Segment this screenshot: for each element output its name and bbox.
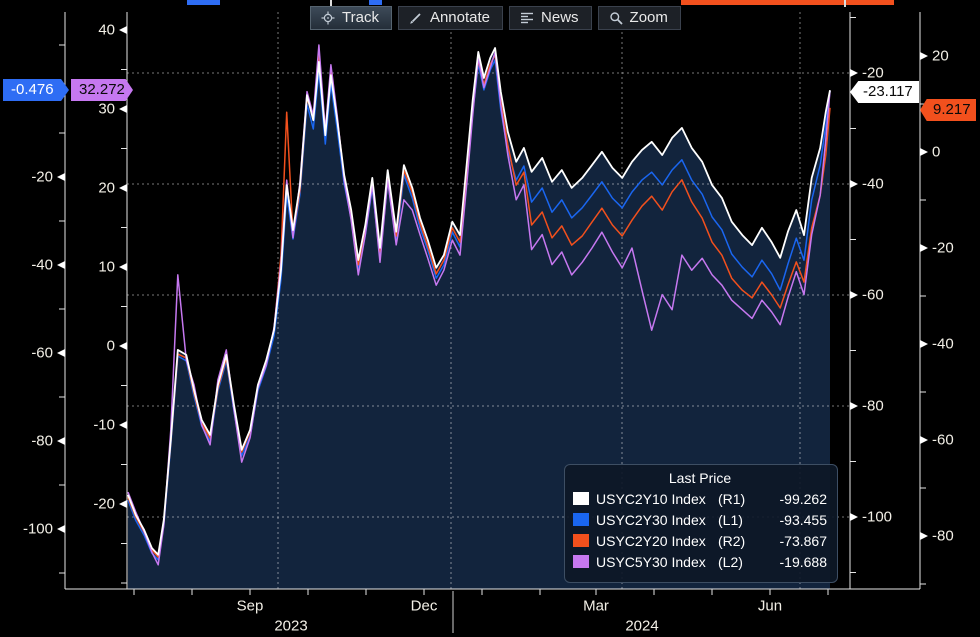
top-strip-blue-segment-2 xyxy=(369,0,382,5)
series-line-usyc5y30 xyxy=(127,44,831,566)
annotate-button[interactable]: Annotate xyxy=(397,6,504,30)
axis-tick-label: -10 xyxy=(93,417,115,434)
series-swatch-purple xyxy=(573,555,589,568)
series-axis: (L2) xyxy=(718,553,743,570)
legend-row-usyc2y30[interactable]: USYC2Y30 Index (L1) -93.455 xyxy=(573,509,827,530)
news-lines-icon xyxy=(520,11,534,25)
news-button[interactable]: News xyxy=(509,6,592,30)
legend-title: Last Price xyxy=(668,470,732,486)
axis-l1: -20 -40 -60 -80 -100 xyxy=(23,44,65,574)
axis-tick-label: -60 xyxy=(31,345,53,362)
axis-tick-label: 0 xyxy=(932,144,940,161)
year-label: 2024 xyxy=(625,618,658,635)
legend-row-usyc5y30[interactable]: USYC5Y30 Index (L2) -19.688 xyxy=(573,551,827,572)
axis-tick-label: -20 xyxy=(93,496,115,513)
axis-tick-label: -20 xyxy=(31,169,53,186)
axis-tick-label: -40 xyxy=(31,257,53,274)
legend-row-usyc2y20[interactable]: USYC2Y20 Index (R2) -73.867 xyxy=(573,530,827,551)
news-button-label: News xyxy=(541,9,579,26)
axis-tick-label: -60 xyxy=(862,287,884,304)
axis-l2: 40 30 20 10 0 -10 -20 xyxy=(93,22,127,584)
axis-tick-label: 10 xyxy=(98,259,115,276)
axis-tick-label: -40 xyxy=(862,176,884,193)
legend: Last Price USYC2Y10 Index (R1) -99.262 U… xyxy=(564,464,838,583)
axis-r1: -20 -40 -60 -80 -100 xyxy=(850,17,892,573)
legend-row-usyc2y10[interactable]: USYC2Y10 Index (R1) -99.262 xyxy=(573,488,827,509)
series-last-price: -99.262 xyxy=(779,490,827,507)
axis-tick-label: -80 xyxy=(932,528,954,545)
axis-tick-label: -60 xyxy=(932,432,954,449)
series-name: USYC2Y20 Index xyxy=(596,532,706,549)
series-axis: (R1) xyxy=(718,490,746,507)
axis-tick-label: 20 xyxy=(932,48,949,65)
top-strip-orange-segment xyxy=(681,0,894,5)
last-value-tag-l1: -0.476 xyxy=(3,79,69,101)
series-axis: (R2) xyxy=(718,532,746,549)
pencil-icon xyxy=(409,11,423,25)
last-value-tag-l2: 32.272 xyxy=(71,79,133,101)
axis-tick-label: -100 xyxy=(23,521,53,538)
series-line-usyc2y10 xyxy=(127,47,831,556)
month-label: Dec xyxy=(411,598,438,615)
zoom-button-label: Zoom xyxy=(629,9,668,26)
series-last-price: -73.867 xyxy=(779,532,827,549)
track-button-label: Track xyxy=(342,9,379,26)
last-value-tag-r1: -23.117 xyxy=(850,81,919,103)
axis-tick-label: 20 xyxy=(98,180,115,197)
year-label: 2023 xyxy=(274,618,307,635)
series-swatch-orange xyxy=(573,534,589,547)
annotate-button-label: Annotate xyxy=(429,9,491,26)
series-name: USYC2Y30 Index xyxy=(596,511,706,528)
axis-tick-label: -20 xyxy=(862,65,884,82)
axis-tick-label: 40 xyxy=(98,22,115,39)
track-button[interactable]: Track xyxy=(310,6,392,30)
top-strip-blue-segment-1 xyxy=(187,0,220,5)
series-last-price: -19.688 xyxy=(779,553,827,570)
series-swatch-white xyxy=(573,492,589,505)
series-name: USYC5Y30 Index xyxy=(596,553,706,570)
crosshair-icon xyxy=(321,11,335,25)
series-axis: (L1) xyxy=(718,511,743,528)
x-axis: Sep Dec Mar Jun 2023 2024 xyxy=(133,589,829,635)
series-swatch-blue xyxy=(573,513,589,526)
magnifier-icon xyxy=(609,11,623,25)
chart-toolbar: Track Annotate News xyxy=(310,6,681,30)
series-name: USYC2Y10 Index xyxy=(596,490,706,507)
month-label: Mar xyxy=(583,598,609,615)
month-label: Sep xyxy=(237,598,264,615)
axis-tick-label: -100 xyxy=(862,509,892,526)
zoom-button[interactable]: Zoom xyxy=(597,6,681,30)
axis-tick-label: -20 xyxy=(932,240,954,257)
axis-tick-label: 0 xyxy=(107,338,115,355)
axis-tick-label: -80 xyxy=(862,398,884,415)
axis-r2: 20 0 -20 -40 -60 -80 xyxy=(920,48,954,585)
axis-tick-label: 30 xyxy=(98,101,115,118)
top-strip-tick-2 xyxy=(844,0,846,7)
month-label: Jun xyxy=(758,598,782,615)
top-strip-tick-1 xyxy=(330,0,332,7)
series-last-price: -93.455 xyxy=(779,511,827,528)
last-value-tag-r2: 9.217 xyxy=(920,99,976,121)
area-fill xyxy=(128,48,830,589)
axis-tick-label: -40 xyxy=(932,336,954,353)
axis-tick-label: -80 xyxy=(31,433,53,450)
